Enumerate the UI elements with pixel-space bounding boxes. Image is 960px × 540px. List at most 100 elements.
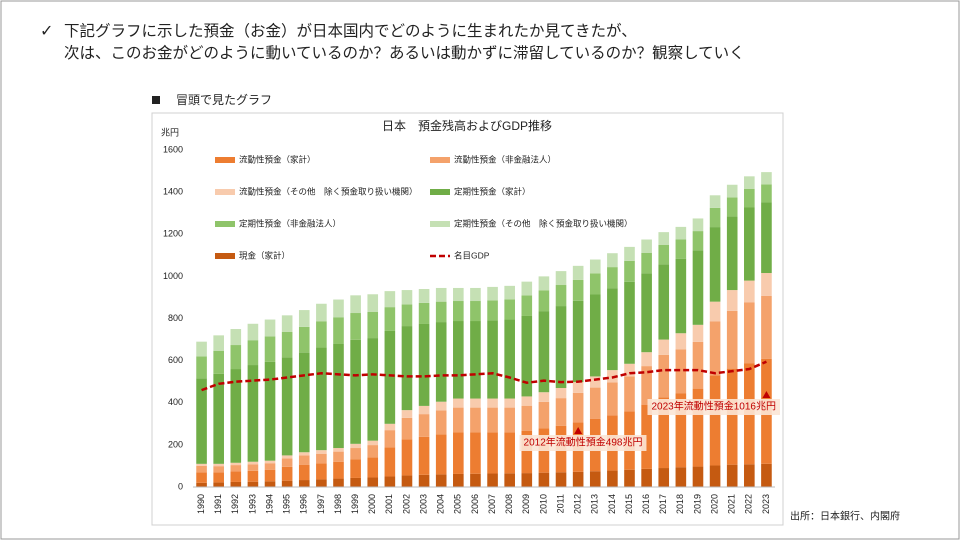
bar-segment xyxy=(401,290,413,305)
x-tick-label: 2009 xyxy=(521,494,531,514)
bar-segment xyxy=(316,321,327,348)
bar-segment xyxy=(350,295,361,314)
x-tick-label: 2001 xyxy=(384,494,394,514)
bar-segment xyxy=(401,304,413,327)
bar-segment xyxy=(333,451,344,462)
bar-segment xyxy=(196,482,207,487)
bar-segment xyxy=(487,320,498,399)
bar-segment xyxy=(247,481,259,487)
x-tick-label: 2014 xyxy=(607,494,617,514)
bar-segment xyxy=(761,184,772,203)
bar-segment xyxy=(213,466,224,473)
bar-segment xyxy=(470,321,481,399)
bar-segment xyxy=(435,301,447,323)
bar-segment xyxy=(264,460,276,464)
bar-segment xyxy=(538,276,550,291)
bar-segment xyxy=(435,410,447,435)
bar-segment xyxy=(692,231,704,251)
annotation-arrow xyxy=(762,391,771,398)
y-tick-label: 400 xyxy=(168,397,183,407)
bar-segment xyxy=(692,218,704,232)
header-line: 下記グラフに示した預金（お金）が日本国内でどのように生まれたか見てきたが、 xyxy=(64,22,637,40)
bar-segment xyxy=(213,335,224,351)
bar-segment xyxy=(761,202,772,274)
bar-segment xyxy=(196,378,207,464)
x-tick-label: 2012 xyxy=(573,494,583,514)
legend-swatch xyxy=(430,221,450,227)
bar-segment xyxy=(744,207,755,281)
bar-segment xyxy=(692,341,704,389)
bar-segment xyxy=(726,368,738,465)
x-tick-label: 2019 xyxy=(692,494,702,514)
bar-segment xyxy=(726,216,738,291)
bar-segment xyxy=(350,459,361,478)
bar-segment xyxy=(333,299,344,318)
bar-segment xyxy=(555,388,567,399)
bar-segment xyxy=(401,417,413,440)
bar-segment xyxy=(435,287,447,302)
x-tick-label: 2021 xyxy=(727,494,737,514)
bar-segment xyxy=(589,259,601,274)
bar-segment xyxy=(658,468,670,487)
legend-label: 定期性預金（非金融法人） xyxy=(239,218,341,228)
bar-segment xyxy=(589,273,601,295)
bar-segment xyxy=(213,472,224,483)
bar-segment xyxy=(572,265,584,280)
bar-segment xyxy=(607,382,618,416)
bar-segment xyxy=(572,392,584,423)
bar-segment xyxy=(333,448,344,452)
bar-segment xyxy=(538,472,550,487)
bar-segment xyxy=(298,452,310,456)
bar-segment xyxy=(281,480,293,487)
bar-segment xyxy=(555,398,567,426)
bar-segment xyxy=(589,471,601,487)
bar-segment xyxy=(384,447,396,477)
bar-segment xyxy=(744,176,755,189)
x-tick-label: 1994 xyxy=(264,494,274,514)
x-tick-label: 2007 xyxy=(487,494,497,514)
bar-segment xyxy=(709,321,721,376)
bar-segment xyxy=(624,246,635,261)
bar-segment xyxy=(350,339,361,444)
legend-swatch xyxy=(430,157,450,163)
bar-segment xyxy=(641,366,652,405)
bar-segment xyxy=(726,310,738,369)
legend-swatch xyxy=(215,157,235,163)
x-tick-label: 2018 xyxy=(675,494,685,514)
y-tick-label: 600 xyxy=(168,355,183,365)
bar-segment xyxy=(709,207,721,228)
bar-segment xyxy=(692,250,704,325)
bar-segment xyxy=(538,401,550,429)
x-tick-label: 2011 xyxy=(555,494,565,513)
bar-segment xyxy=(453,432,464,474)
bar-segment xyxy=(367,457,379,478)
bar-segment xyxy=(418,436,430,475)
bar-segment xyxy=(230,465,242,472)
bar-segment xyxy=(230,345,242,370)
bar-segment xyxy=(281,331,293,358)
bar-segment xyxy=(453,398,464,408)
x-tick-label: 2023 xyxy=(761,494,771,514)
bar-segment xyxy=(453,407,464,433)
bar-segment xyxy=(333,478,344,487)
bar-segment xyxy=(384,430,396,448)
bar-segment xyxy=(504,398,515,408)
bar-segment xyxy=(435,434,447,475)
bar-segment xyxy=(470,398,481,408)
bar-segment xyxy=(589,387,601,419)
x-tick-label: 1996 xyxy=(299,494,309,514)
bar-segment xyxy=(658,397,670,469)
bar-segment xyxy=(658,339,670,355)
bar-segment xyxy=(521,281,533,296)
bar-segment xyxy=(658,354,670,398)
bar-segment xyxy=(521,396,533,406)
bar-segment xyxy=(230,462,242,466)
bar-segment xyxy=(418,302,430,324)
bullet xyxy=(152,96,160,104)
bar-segment xyxy=(418,405,430,415)
bar-segment xyxy=(350,448,361,460)
bar-segment xyxy=(435,322,447,402)
source: 出所：日本銀行、内閣府 xyxy=(790,510,900,523)
bar-segment xyxy=(589,376,601,388)
y-tick-label: 200 xyxy=(168,439,183,449)
